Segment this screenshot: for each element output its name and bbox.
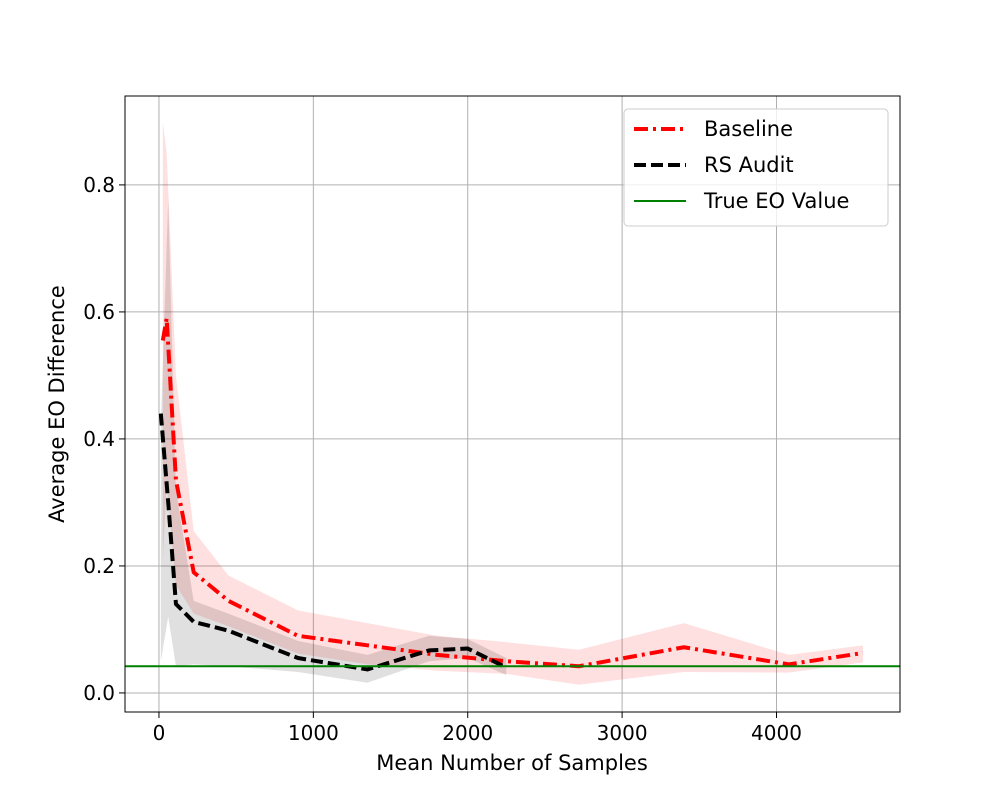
- y-tick-label: 0.0: [83, 681, 115, 705]
- band-rs-audit: [160, 197, 507, 683]
- legend: Baseline RS Audit True EO Value: [623, 108, 889, 227]
- x-tick-label: 4000: [751, 721, 802, 745]
- y-tick-label: 0.2: [83, 554, 115, 578]
- x-tick-label: 1000: [288, 721, 339, 745]
- series-line-rs-audit: [158, 413, 508, 672]
- legend-label-true-eo: True EO Value: [703, 189, 849, 213]
- axis-ticks: 0 1000 2000 3000 4000 0.0 0.2 0.4 0.6 0.8: [83, 173, 802, 745]
- confidence-bands: [160, 121, 863, 685]
- y-tick-label: 0.6: [83, 300, 115, 324]
- legend-label-rs-audit: RS Audit: [704, 153, 794, 177]
- legend-box: [623, 108, 889, 227]
- y-tick-label: 0.4: [83, 427, 115, 451]
- x-tick-label: 3000: [597, 721, 648, 745]
- series-lines: [125, 316, 900, 672]
- x-tick-label: 0: [153, 721, 166, 745]
- y-tick-label: 0.8: [83, 173, 115, 197]
- x-tick-label: 2000: [442, 721, 493, 745]
- series-line-baseline: [160, 316, 864, 669]
- y-axis-label: Average EO Difference: [45, 285, 69, 523]
- plot-frame: [124, 95, 901, 713]
- x-axis-label: Mean Number of Samples: [376, 751, 648, 775]
- legend-label-baseline: Baseline: [704, 117, 793, 141]
